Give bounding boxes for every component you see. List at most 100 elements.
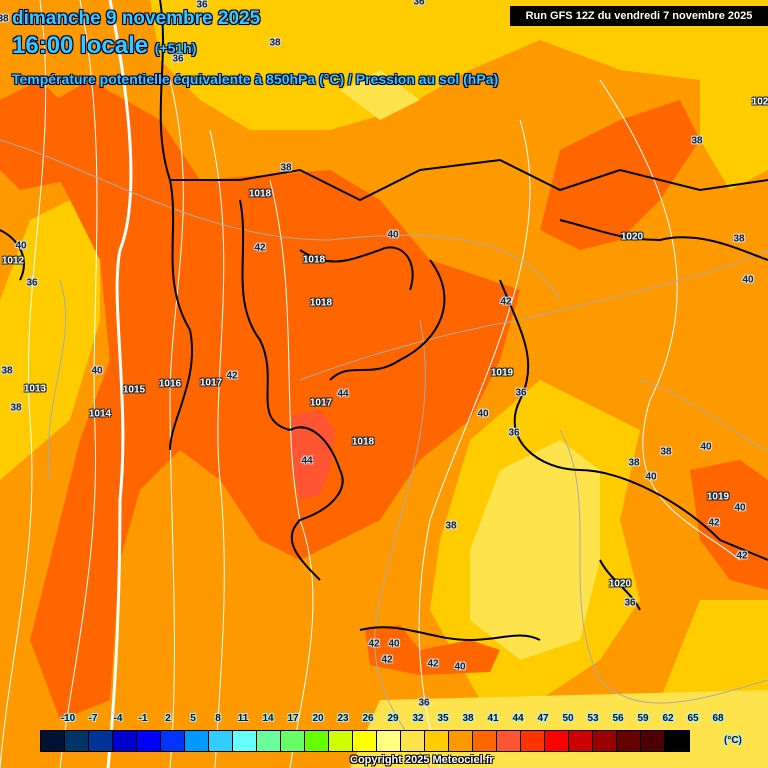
parameter-title: Température potentielle équivalente à 85… — [12, 71, 499, 87]
pressure-label: 1013 — [23, 383, 47, 395]
theta-label: 38 — [691, 135, 703, 147]
pressure-label: 1017 — [309, 397, 333, 409]
theta-label: 42 — [226, 370, 238, 382]
legend-tick: -7 — [88, 713, 98, 724]
legend-swatch — [185, 731, 209, 751]
theta-label: 42 — [427, 658, 439, 670]
legend-tick: 8 — [215, 713, 221, 724]
legend-swatch — [65, 731, 89, 751]
theta-label: 38 — [628, 457, 640, 469]
theta-label: 38 — [660, 446, 672, 458]
legend-swatch — [257, 731, 281, 751]
pressure-label: 1020 — [608, 578, 632, 590]
legend-unit: (°C) — [724, 735, 742, 746]
legend-tick: 65 — [687, 713, 699, 724]
legend-swatch — [665, 731, 689, 751]
theta-label: 40 — [454, 661, 466, 673]
pressure-label: 1020 — [620, 231, 644, 243]
legend-tick: -1 — [138, 713, 148, 724]
theta-label: 44 — [337, 388, 349, 400]
theta-label: 38 — [0, 13, 9, 25]
legend-swatch — [401, 731, 425, 751]
pressure-label: 1018 — [302, 254, 326, 266]
legend-tick: 44 — [512, 713, 524, 724]
legend-tick: 17 — [287, 713, 299, 724]
theta-label: 40 — [15, 240, 27, 252]
theta-label: 36 — [515, 387, 527, 399]
legend-swatch — [545, 731, 569, 751]
legend-swatch — [569, 731, 593, 751]
legend-tick: 56 — [612, 713, 624, 724]
theta-label: 38 — [445, 520, 457, 532]
legend-tick: 47 — [537, 713, 549, 724]
pressure-label: 1016 — [158, 378, 182, 390]
legend-swatch — [377, 731, 401, 751]
legend-tick: 23 — [337, 713, 349, 724]
legend-tick: -4 — [113, 713, 123, 724]
legend-swatch — [353, 731, 377, 751]
pressure-label: 102 — [751, 96, 768, 108]
legend-swatch — [209, 731, 233, 751]
theta-label: 42 — [708, 517, 720, 529]
legend-tick: 32 — [412, 713, 424, 724]
theta-label: 44 — [301, 455, 313, 467]
theta-label: 36 — [418, 697, 430, 709]
theta-label: 42 — [254, 242, 266, 254]
legend-swatch — [41, 731, 65, 751]
theta-label: 40 — [700, 441, 712, 453]
model-run-info: Run GFS 12Z du vendredi 7 novembre 2025 — [510, 6, 768, 26]
pressure-label: 1018 — [351, 436, 375, 448]
theta-label: 40 — [734, 502, 746, 514]
legend-tick: 62 — [662, 713, 674, 724]
legend-swatch — [425, 731, 449, 751]
legend-swatch — [233, 731, 257, 751]
theta-label: 42 — [736, 550, 748, 562]
forecast-time: 16:00 locale (+51h) — [12, 32, 196, 60]
theta-label: 40 — [645, 471, 657, 483]
legend-tick: 5 — [190, 713, 196, 724]
legend-tick: 11 — [237, 713, 249, 724]
legend-swatch — [497, 731, 521, 751]
legend-swatch — [113, 731, 137, 751]
legend-tick: 53 — [587, 713, 599, 724]
pressure-label: 1015 — [122, 384, 146, 396]
theta-label: 36 — [508, 427, 520, 439]
legend-tick: 29 — [387, 713, 399, 724]
pressure-label: 1018 — [309, 297, 333, 309]
theta-label: 36 — [196, 0, 208, 11]
forecast-date: dimanche 9 novembre 2025 — [12, 8, 261, 29]
legend-swatch — [329, 731, 353, 751]
pressure-label: 1014 — [88, 408, 112, 420]
pressure-label: 1019 — [706, 491, 730, 503]
legend-tick: 50 — [562, 713, 574, 724]
theta-label: 38 — [280, 162, 292, 174]
theta-label: 40 — [742, 274, 754, 286]
theta-label: 36 — [413, 0, 425, 8]
legend-tick: 2 — [165, 713, 171, 724]
theta-label: 36 — [26, 277, 38, 289]
color-legend — [40, 730, 690, 752]
theta-label: 40 — [388, 638, 400, 650]
legend-tick: 35 — [437, 713, 449, 724]
legend-swatch — [521, 731, 545, 751]
legend-swatch — [473, 731, 497, 751]
theta-label: 38 — [269, 37, 281, 49]
legend-swatch — [137, 731, 161, 751]
legend-tick: 68 — [712, 713, 724, 724]
theta-label: 42 — [500, 296, 512, 308]
legend-tick: 20 — [312, 713, 324, 724]
pressure-label: 1019 — [490, 367, 514, 379]
legend-swatch — [593, 731, 617, 751]
legend-swatch — [641, 731, 665, 751]
legend-ticks: -10 -7 -4 -1 2 5 8 11 14 17 20 23 26 29 32 35 38 41 44 47 50… — [40, 713, 724, 727]
theta-label: 38 — [1, 365, 13, 377]
theta-label: 40 — [477, 408, 489, 420]
legend-tick: 26 — [362, 713, 374, 724]
theta-label: 38 — [10, 402, 22, 414]
legend-swatch — [617, 731, 641, 751]
pressure-label: 1018 — [248, 188, 272, 200]
legend-tick: 38 — [462, 713, 474, 724]
legend-tick: -10 — [60, 713, 76, 724]
theta-label: 38 — [733, 233, 745, 245]
